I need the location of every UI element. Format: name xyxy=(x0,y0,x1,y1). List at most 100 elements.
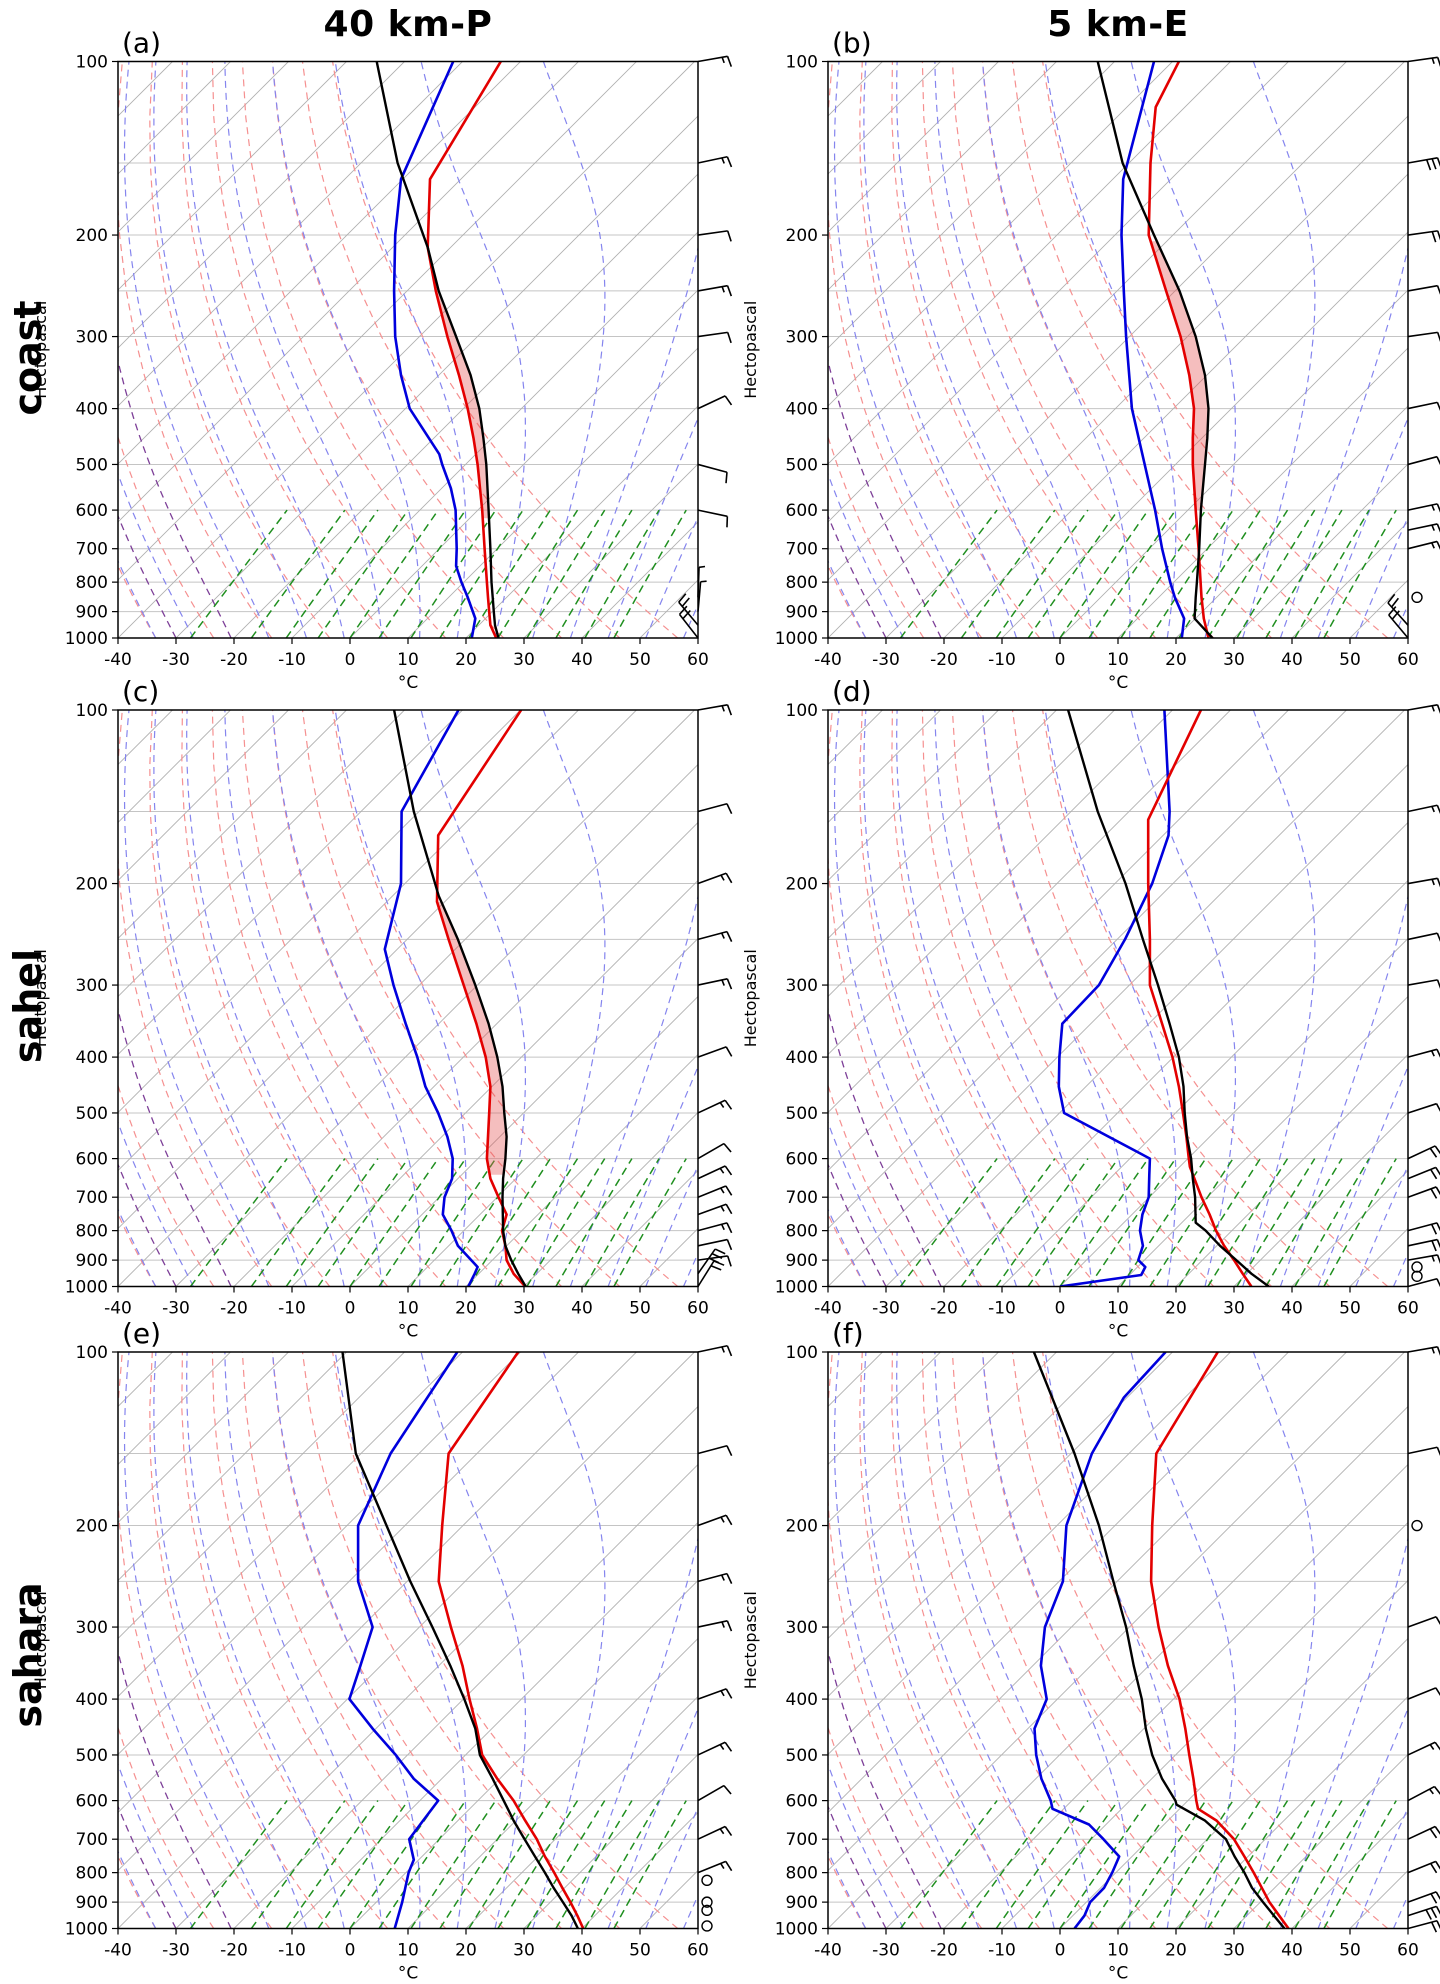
wind-barbs xyxy=(678,55,733,639)
calm-wind-circle xyxy=(1411,1261,1423,1273)
svg-text:100: 100 xyxy=(76,1343,108,1363)
svg-text:900: 900 xyxy=(76,603,108,623)
svg-text:-30: -30 xyxy=(162,650,190,670)
svg-text:800: 800 xyxy=(76,1222,108,1242)
svg-text:300: 300 xyxy=(786,976,818,996)
svg-text:-20: -20 xyxy=(220,650,248,670)
svg-text:0: 0 xyxy=(345,1299,356,1319)
isotherm-lines xyxy=(828,61,1408,638)
svg-text:-10: -10 xyxy=(988,1299,1016,1319)
svg-text:20: 20 xyxy=(1165,650,1187,670)
x-axis-label: °C xyxy=(398,1964,418,1984)
x-axis: -40 -30 -20 -10 0 10 20 30 40 50 60 xyxy=(814,1928,1419,1961)
dewpoint-line xyxy=(348,1352,459,1929)
x-axis: -40 -30 -20 -10 0 10 20 30 40 50 60 xyxy=(814,638,1419,670)
svg-text:600: 600 xyxy=(76,1792,108,1812)
svg-text:800: 800 xyxy=(76,573,108,593)
svg-text:0: 0 xyxy=(345,1941,356,1961)
x-axis: -40 -30 -20 -10 0 10 20 30 40 50 60 xyxy=(104,1286,709,1319)
svg-text:600: 600 xyxy=(76,1150,108,1170)
x-axis-label: °C xyxy=(1108,1964,1128,1984)
svg-text:40: 40 xyxy=(571,1299,593,1319)
dewpoint-line xyxy=(383,710,479,1287)
isotherm-lines xyxy=(828,1352,1408,1929)
svg-text:900: 900 xyxy=(76,1251,108,1271)
svg-text:200: 200 xyxy=(786,875,818,895)
cape-shading xyxy=(1150,241,1209,511)
panel-letter: (a) xyxy=(122,27,161,60)
pressure-gridlines xyxy=(118,1453,698,1903)
svg-text:0: 0 xyxy=(1055,650,1066,670)
parcel-line xyxy=(392,710,527,1287)
svg-text:0: 0 xyxy=(1055,1299,1066,1319)
svg-text:-10: -10 xyxy=(988,1941,1016,1961)
svg-text:400: 400 xyxy=(76,1048,108,1068)
wind-barbs xyxy=(697,704,733,1287)
svg-text:30: 30 xyxy=(1223,1941,1245,1961)
temperature-line xyxy=(437,1352,585,1929)
temperature-line xyxy=(1149,1352,1290,1929)
svg-text:10: 10 xyxy=(1107,1299,1129,1319)
svg-text:700: 700 xyxy=(76,540,108,560)
calm-wind-circle xyxy=(1411,591,1423,604)
calm-wind-circle xyxy=(1411,1270,1423,1282)
svg-text:200: 200 xyxy=(76,875,108,895)
svg-text:10: 10 xyxy=(1107,1941,1129,1961)
svg-text:50: 50 xyxy=(1339,650,1361,670)
column-title-left: 40 km-P xyxy=(323,4,493,45)
svg-text:60: 60 xyxy=(1397,1299,1419,1319)
svg-text:30: 30 xyxy=(1223,650,1245,670)
calm-wind-circle xyxy=(1411,1519,1423,1532)
svg-text:300: 300 xyxy=(76,976,108,996)
svg-text:50: 50 xyxy=(629,1941,651,1961)
svg-text:-40: -40 xyxy=(104,1299,132,1319)
svg-text:-10: -10 xyxy=(278,1299,306,1319)
isotherm-lines xyxy=(118,1352,698,1929)
svg-text:-20: -20 xyxy=(930,1299,958,1319)
y-axis-label: Hectopascal xyxy=(741,1591,760,1689)
moist-adiabat-lines xyxy=(828,1352,1408,1929)
svg-text:20: 20 xyxy=(455,1941,477,1961)
moist-adiabat-lines xyxy=(828,61,1408,638)
svg-text:10: 10 xyxy=(397,650,419,670)
mixing-ratio-lines xyxy=(189,1158,687,1287)
svg-text:40: 40 xyxy=(571,650,593,670)
svg-text:900: 900 xyxy=(786,1251,818,1271)
parcel-line xyxy=(341,1352,579,1929)
svg-text:800: 800 xyxy=(786,1864,818,1884)
column-title-right: 5 km-E xyxy=(1047,4,1189,45)
svg-text:60: 60 xyxy=(687,1299,709,1319)
svg-text:500: 500 xyxy=(786,1746,818,1766)
svg-text:60: 60 xyxy=(1397,650,1419,670)
pressure-gridlines xyxy=(828,811,1408,1261)
svg-text:30: 30 xyxy=(513,650,535,670)
mixing-ratio-lines xyxy=(189,509,687,638)
x-axis-label: °C xyxy=(398,1322,418,1342)
svg-text:30: 30 xyxy=(513,1299,535,1319)
svg-text:300: 300 xyxy=(786,328,818,348)
temperature-line xyxy=(426,61,502,638)
svg-text:300: 300 xyxy=(786,1618,818,1638)
svg-text:20: 20 xyxy=(1165,1299,1187,1319)
svg-text:700: 700 xyxy=(76,1830,108,1850)
dewpoint-line xyxy=(1033,1352,1167,1929)
svg-text:500: 500 xyxy=(786,455,818,475)
calm-wind-circle xyxy=(701,1904,713,1917)
svg-text:700: 700 xyxy=(76,1188,108,1208)
parcel-line xyxy=(375,61,500,638)
svg-text:200: 200 xyxy=(786,1517,818,1537)
svg-text:1000: 1000 xyxy=(775,1278,818,1298)
svg-text:400: 400 xyxy=(786,400,818,420)
y-axis-label: Hectopascal xyxy=(31,301,50,399)
svg-text:100: 100 xyxy=(786,701,818,721)
svg-text:20: 20 xyxy=(455,650,477,670)
calm-wind-circle xyxy=(701,1874,713,1887)
panel-letter: (b) xyxy=(832,27,872,60)
svg-text:-40: -40 xyxy=(104,1941,132,1961)
svg-text:50: 50 xyxy=(1339,1941,1361,1961)
dry-adiabat-lines xyxy=(828,61,1389,638)
wind-barbs xyxy=(1407,704,1440,1288)
